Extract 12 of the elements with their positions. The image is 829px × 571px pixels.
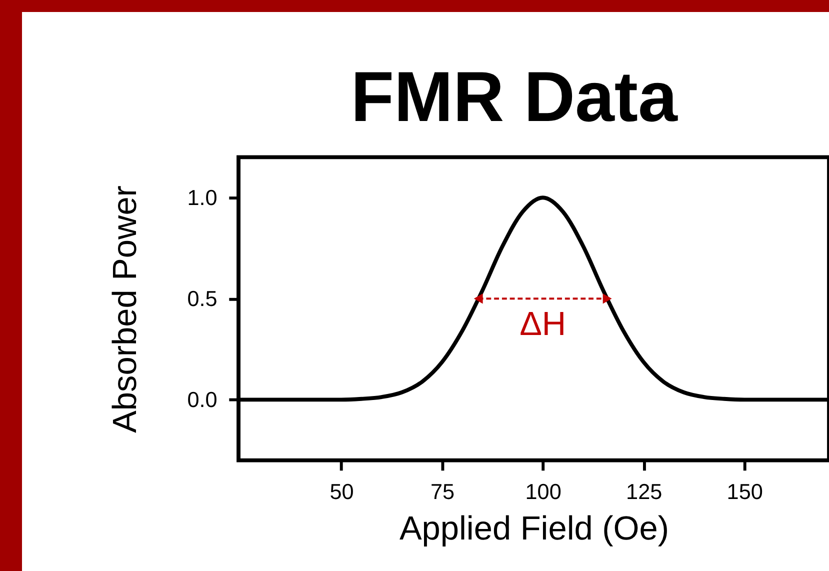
y-tick-label: 0.0 [187,387,218,412]
x-axis-title: Applied Field (Oe) [399,510,670,548]
y-axis-title: Absorbed Power [107,186,144,433]
chart-title: FMR Data [350,58,678,137]
y-tick-label: 0.5 [187,286,218,312]
x-tick-label: 150 [726,479,763,504]
annotation: ΔH [520,306,566,344]
y-tick-label: 1.0 [187,184,218,210]
x-tick-label: 125 [626,479,662,504]
x-tick-label: 100 [525,479,562,504]
x-tick-label: 75 [430,479,455,504]
x-tick-label: 50 [330,479,354,504]
